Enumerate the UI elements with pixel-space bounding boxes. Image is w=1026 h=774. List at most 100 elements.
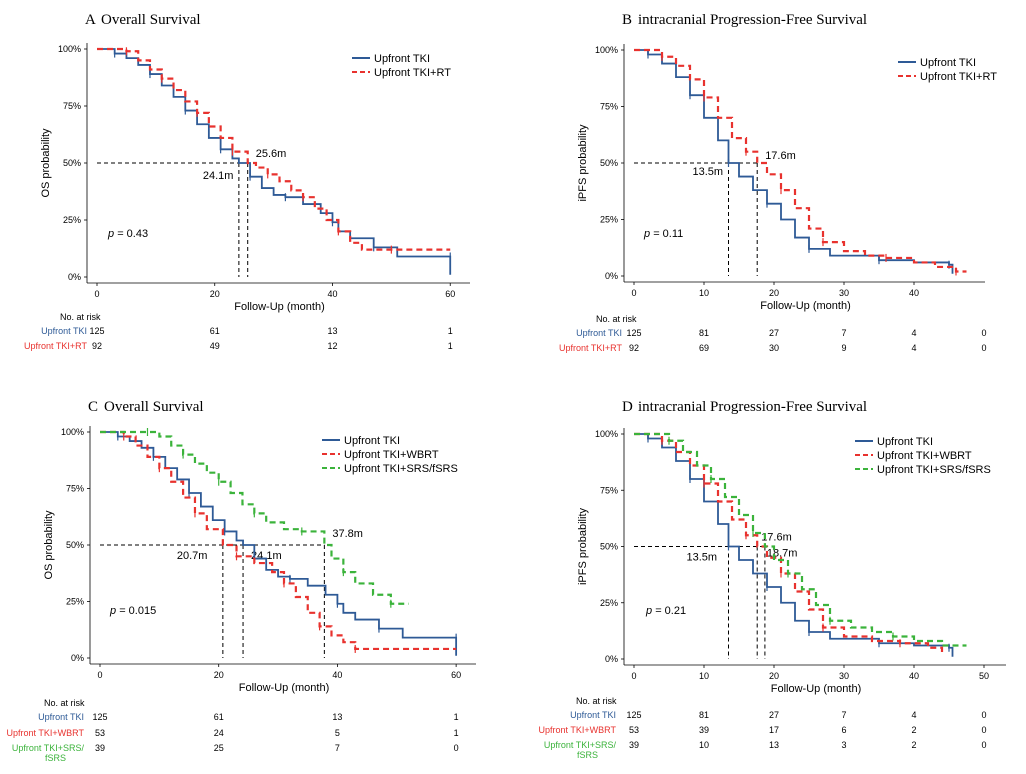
risk-value: 92	[92, 341, 102, 351]
y-tick-label: 50%	[600, 158, 618, 168]
x-tick-label: 20	[769, 671, 779, 681]
x-tick-label: 40	[327, 289, 337, 299]
risk-row-label: Upfront TKI	[570, 710, 616, 720]
risk-row-label-cont: fSRS	[45, 753, 66, 763]
risk-value: 5	[335, 728, 340, 738]
x-tick-label: 0	[631, 288, 636, 298]
panel-letter: D	[622, 399, 633, 415]
km-chart-a: A Overall Survival 0% 25% 50% 75% 100% 0 20 40 60 O…	[24, 12, 470, 351]
risk-row-label: Upfront TKI+RT	[559, 343, 622, 353]
risk-row-label: Upfront TKI+WBRT	[539, 725, 617, 735]
risk-value: 7	[841, 710, 846, 720]
panel-letter: B	[622, 12, 632, 28]
risk-row-label: Upfront TKI+WBRT	[7, 728, 85, 738]
y-tick-label: 0%	[68, 272, 81, 282]
legend-label: Upfront TKI+RT	[374, 67, 451, 79]
risk-value: 12	[327, 341, 337, 351]
risk-value: 2	[911, 740, 916, 750]
legend-label: Upfront TKI+SRS/fSRS	[877, 464, 991, 476]
x-tick-label: 30	[839, 671, 849, 681]
y-tick-label: 75%	[600, 102, 618, 112]
risk-value: 49	[210, 341, 220, 351]
risk-row-label: Upfront TKI	[41, 326, 87, 336]
panel-a: A Overall Survival 0% 25% 50% 75% 100% 0 20 40 60 O…	[0, 0, 513, 387]
chart-title: Overall Survival	[104, 399, 204, 415]
median-label: 13.5m	[693, 166, 724, 178]
risk-value: 81	[699, 328, 709, 338]
p-value: p = 0.015	[109, 605, 156, 617]
y-tick-label: 100%	[595, 45, 618, 55]
median-label: 24.1m	[203, 170, 234, 182]
risk-value: 4	[911, 343, 916, 353]
x-tick-label: 60	[451, 670, 461, 680]
x-tick-label: 60	[445, 289, 455, 299]
risk-value: 1	[454, 712, 459, 722]
risk-value: 30	[769, 343, 779, 353]
y-axis-label: OS probability	[40, 128, 52, 198]
y-tick-label: 50%	[600, 542, 618, 552]
median-label: 25.6m	[256, 148, 287, 160]
risk-value: 0	[454, 743, 459, 753]
risk-value: 7	[335, 743, 340, 753]
risk-table-header: No. at risk	[60, 312, 101, 322]
risk-value: 9	[841, 343, 846, 353]
risk-value: 69	[699, 343, 709, 353]
p-value: p = 0.21	[645, 605, 686, 617]
y-tick-label: 50%	[63, 158, 81, 168]
legend-label: Upfront TKI	[877, 436, 933, 448]
km-chart-c: C Overall Survival 0% 25% 50% 75% 100% 0 20 40 60 O…	[7, 399, 476, 763]
risk-value: 39	[699, 725, 709, 735]
legend-label: Upfront TKI+SRS/fSRS	[344, 463, 458, 475]
risk-value: 13	[327, 326, 337, 336]
x-tick-label: 40	[909, 288, 919, 298]
panel-letter: A	[85, 12, 96, 28]
km-curve-1	[97, 48, 452, 275]
risk-value: 1	[448, 341, 453, 351]
y-axis-label: iPFS probability	[577, 507, 589, 585]
median-label: 37.8m	[332, 528, 363, 540]
risk-value: 4	[911, 328, 916, 338]
risk-value: 27	[769, 328, 779, 338]
chart-title: Overall Survival	[101, 12, 201, 28]
panel-c: C Overall Survival 0% 25% 50% 75% 100% 0 20 40 60 O…	[0, 387, 513, 774]
risk-value: 39	[629, 740, 639, 750]
y-tick-label: 0%	[71, 653, 84, 663]
risk-value: 27	[769, 710, 779, 720]
y-tick-label: 75%	[66, 484, 84, 494]
km-curve-2	[634, 432, 944, 653]
x-tick-label: 30	[839, 288, 849, 298]
risk-row-label-cont: fSRS	[577, 750, 598, 760]
risk-row-label: Upfront TKI+SRS/	[12, 743, 85, 753]
x-tick-label: 50	[979, 671, 989, 681]
x-tick-label: 20	[210, 289, 220, 299]
x-tick-label: 0	[631, 671, 636, 681]
legend-label: Upfront TKI	[920, 57, 976, 69]
km-curve-3	[634, 432, 967, 647]
x-tick-label: 20	[769, 288, 779, 298]
risk-value: 1	[448, 326, 453, 336]
risk-value: 17	[769, 725, 779, 735]
risk-value: 25	[214, 743, 224, 753]
risk-value: 125	[89, 326, 104, 336]
risk-row-label: Upfront TKI	[38, 712, 84, 722]
risk-value: 53	[629, 725, 639, 735]
risk-value: 13	[769, 740, 779, 750]
risk-value: 7	[841, 328, 846, 338]
p-value: p = 0.11	[643, 228, 683, 240]
risk-row-label: Upfront TKI+SRS/	[544, 740, 617, 750]
x-tick-label: 40	[332, 670, 342, 680]
risk-value: 3	[841, 740, 846, 750]
median-label: 17.6m	[765, 150, 796, 162]
x-axis-label: Follow-Up (month)	[760, 300, 850, 312]
risk-value: 10	[699, 740, 709, 750]
legend-label: Upfront TKI+RT	[920, 71, 997, 83]
x-axis-label: Follow-Up (month)	[771, 683, 861, 695]
panel-letter: C	[88, 399, 98, 415]
y-tick-label: 50%	[66, 540, 84, 550]
risk-value: 24	[214, 728, 224, 738]
x-tick-label: 10	[699, 288, 709, 298]
risk-value: 125	[626, 328, 641, 338]
risk-value: 0	[981, 328, 986, 338]
